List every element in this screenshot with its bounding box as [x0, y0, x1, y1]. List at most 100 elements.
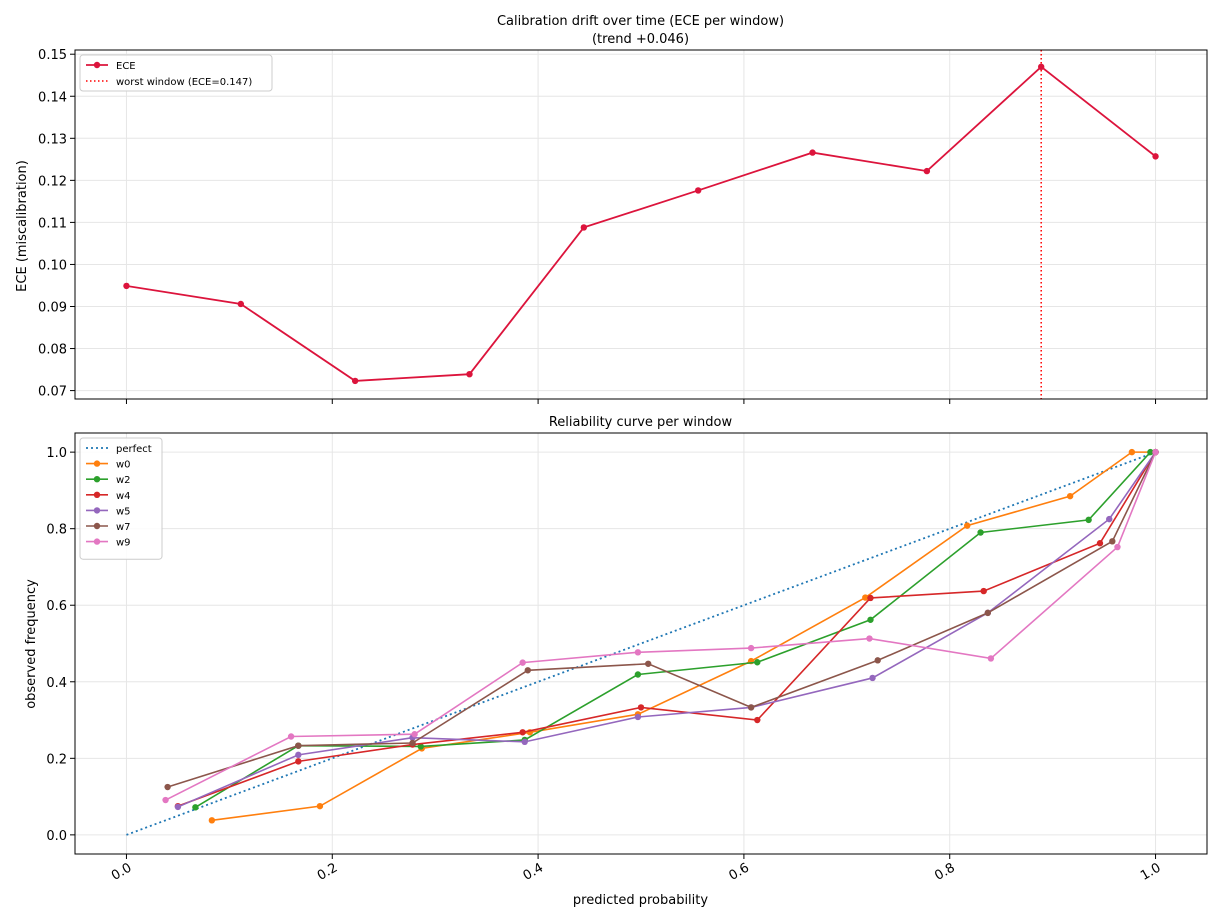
y-tick-label: 0.12 — [38, 174, 67, 189]
data-point-w7 — [984, 609, 992, 617]
data-point-w9 — [411, 731, 418, 738]
legend-label-w0: w0 — [116, 460, 131, 471]
data-point-w2 — [1085, 516, 1092, 524]
series-line-w5 — [177, 451, 1157, 808]
legend-marker-w0 — [93, 460, 101, 467]
y-tick-label: 0.8 — [46, 523, 67, 538]
y-tick-label: 0.14 — [38, 90, 67, 105]
data-point-w2 — [417, 743, 424, 750]
legend-label-w7: w7 — [116, 522, 131, 533]
data-point-ece — [466, 370, 473, 378]
data-point-w2 — [634, 671, 642, 678]
top-legend: ECE worst window (ECE=0.147) — [79, 54, 273, 92]
data-point-ece — [694, 187, 702, 194]
data-point-ece — [923, 167, 931, 175]
data-point-w9 — [747, 644, 755, 652]
legend-box — [79, 437, 163, 560]
series-line-w0 — [211, 451, 1156, 822]
legend-marker-w9 — [93, 538, 101, 545]
data-point-w4 — [1096, 540, 1104, 547]
y-tick-label: 0.15 — [38, 48, 67, 63]
data-point-w2 — [867, 616, 874, 623]
data-point-ece — [351, 377, 359, 385]
data-point-ece — [1038, 63, 1045, 71]
data-point-w9 — [162, 796, 169, 804]
legend-label-w5: w5 — [116, 506, 131, 517]
y-tick-label: 0.07 — [38, 385, 67, 400]
x-tick-label: 0.4 — [521, 860, 546, 883]
legend-label-perfect: perfect — [116, 444, 152, 455]
data-point-w5 — [634, 713, 642, 721]
data-point-w0 — [862, 594, 869, 601]
data-point-ece — [237, 300, 244, 308]
series-line-w9 — [165, 451, 1157, 801]
data-point-w5 — [521, 738, 528, 746]
data-point-w5 — [174, 803, 182, 811]
legend-box — [79, 54, 273, 92]
series-line-ece — [126, 65, 1157, 382]
data-point-w9 — [287, 733, 295, 740]
data-point-w7 — [645, 660, 652, 667]
x-tick-label: 0.2 — [315, 860, 340, 883]
y-tick-label: 0.4 — [46, 676, 67, 691]
data-point-w5 — [1106, 515, 1113, 523]
y-tick-label: 0.08 — [38, 343, 67, 358]
data-point-ece — [123, 282, 130, 290]
data-point-w5 — [295, 751, 302, 759]
top-chart-subtitle: (trend +0.046) — [592, 32, 689, 47]
legend-marker-w2 — [93, 476, 101, 483]
data-point-w7 — [1109, 538, 1116, 545]
data-point-w4 — [295, 758, 302, 765]
legend-label-worst: worst window (ECE=0.147) — [116, 77, 252, 88]
bottom-chart-title: Reliability curve per window — [549, 415, 733, 430]
legend-marker-ece — [93, 61, 101, 69]
data-point-w4 — [754, 716, 761, 724]
series-line-perfect — [126, 451, 1156, 836]
data-point-w2 — [192, 804, 199, 811]
bottom-plot-area: 0.0 0.2 0.4 0.6 0.8 1.0 0.0 0.2 0.4 0.6 0.8 1.0 perf… — [46, 432, 1208, 884]
data-point-ece — [580, 224, 588, 231]
data-point-ece — [1152, 153, 1159, 160]
data-point-w9 — [987, 655, 995, 662]
data-point-w9 — [1152, 448, 1159, 456]
bottom-y-axis-label: observed frequency — [24, 579, 39, 709]
y-tick-label: 1.0 — [46, 446, 67, 461]
data-point-w2 — [977, 529, 984, 536]
series-line-w7 — [167, 451, 1157, 788]
top-y-axis-label: ECE (miscalibration) — [15, 160, 30, 292]
data-point-w0 — [964, 522, 971, 529]
data-point-w4 — [980, 587, 987, 595]
data-point-w9 — [634, 649, 642, 656]
data-point-w7 — [409, 739, 416, 747]
y-tick-label: 0.0 — [46, 829, 67, 844]
data-point-w0 — [1066, 492, 1074, 500]
x-tick-label: 1.0 — [1138, 860, 1163, 883]
data-point-w0 — [208, 817, 216, 824]
data-point-w2 — [754, 659, 761, 666]
x-tick-label: 0.8 — [932, 860, 957, 883]
data-point-w9 — [519, 659, 526, 666]
legend-label-w9: w9 — [116, 538, 131, 549]
data-point-w0 — [1128, 448, 1136, 456]
data-point-w2 — [1147, 448, 1154, 456]
x-tick-label: 0.0 — [109, 860, 134, 883]
y-tick-label: 0.6 — [46, 599, 67, 614]
data-point-w0 — [316, 802, 324, 810]
y-tick-label: 0.10 — [38, 258, 67, 273]
data-point-ece — [809, 149, 816, 156]
x-tick-label: 0.6 — [726, 860, 751, 883]
top-axes-frame — [74, 49, 1208, 400]
y-tick-label: 0.09 — [38, 300, 67, 315]
bottom-axes-frame — [74, 432, 1208, 855]
y-tick-label: 0.11 — [38, 216, 67, 231]
data-point-w7 — [524, 667, 531, 674]
data-point-w4 — [867, 594, 874, 602]
bottom-legend: perfect w0 w2 w4 w5 w7 w9 — [79, 437, 163, 560]
top-plot-area: 0.07 0.08 0.09 0.10 0.11 0.12 0.13 0.14 0.15 ECE w… — [38, 48, 1208, 404]
data-point-w7 — [164, 783, 171, 791]
y-tick-label: 0.13 — [38, 132, 67, 147]
legend-label-ece: ECE — [116, 61, 136, 72]
data-point-w7 — [747, 704, 755, 711]
legend-marker-w7 — [93, 522, 101, 530]
